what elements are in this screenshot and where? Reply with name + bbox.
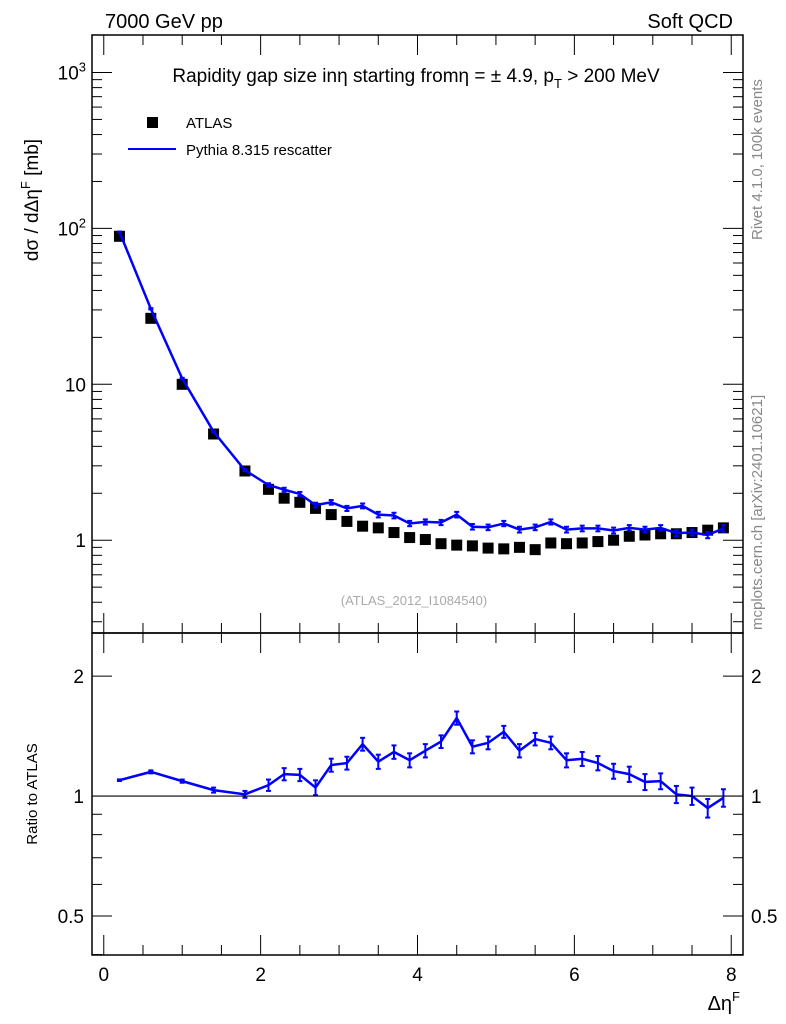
atlas-data-point [388,527,400,539]
pythia-line [118,231,724,537]
atlas-data-point [341,515,353,527]
atlas-data-point [113,230,125,242]
atlas-data-point [513,541,525,553]
legend-atlas-marker [147,117,158,128]
ratio-y-tick-label-right: 0.5 [751,907,777,928]
atlas-data-point [262,483,274,495]
x-tick-label: 2 [255,965,266,986]
atlas-data-point [482,542,494,554]
atlas-data-point [145,312,157,324]
rivet-version-label: Rivet 4.1.0, 100k events [749,79,766,240]
atlas-data-point [592,536,604,548]
atlas-data-point [419,534,431,546]
x-tick-label: 0 [98,965,109,986]
mcplots-label: mcplots.cern.ch [arXiv:2401.10621] [749,395,766,630]
ratio-y-tick-label: 1 [73,787,84,808]
ratio-line [119,715,725,810]
main-y-axis-label: dσ / dΔηF [mb] [18,139,43,261]
atlas-data-point [608,534,620,546]
legend: ATLAS Pythia 8.315 rescatter [128,115,332,159]
atlas-data-point [294,496,306,508]
ratio-plot-frame [91,632,744,956]
analysis-watermark: (ATLAS_2012_I1084540) [341,593,487,608]
x-tick-label: 8 [726,965,737,986]
atlas-data-point [372,522,384,534]
main-y-tick-label: 1 [75,531,86,552]
ratio-y-axis-label: Ratio to ATLAS [24,743,41,844]
main-y-tick-label: 103 [58,60,86,85]
main-y-tick-label: 10 [65,375,86,396]
atlas-data-point [576,537,588,549]
x-axis-label: ΔηF [708,989,740,1015]
atlas-data-point [623,530,635,542]
atlas-data-point [404,532,416,544]
main-y-tick-label: 102 [58,215,86,240]
atlas-data-point [639,529,651,541]
atlas-data-point [529,544,541,556]
ratio-y-tick-label-right: 2 [751,667,762,688]
atlas-data-point [278,492,290,504]
atlas-data-point [702,524,714,536]
atlas-data-point [435,538,447,550]
header-left: 7000 GeV pp [105,11,223,33]
atlas-data-point [176,378,188,390]
ratio-y-tick-label-right: 1 [751,787,762,808]
atlas-data-point [208,428,220,440]
atlas-data-point [655,528,667,540]
x-tick-label: 4 [412,965,423,986]
atlas-data-point [561,538,573,550]
x-tick-label: 6 [569,965,580,986]
atlas-data-point [545,537,557,549]
atlas-data-point [451,539,463,551]
legend-pythia-label: Pythia 8.315 rescatter [186,142,332,159]
atlas-data-point [325,509,337,521]
atlas-data-point [498,543,510,555]
header-right: Soft QCD [647,11,733,33]
atlas-data-point [357,520,369,532]
ratio-y-tick-label: 0.5 [58,907,84,928]
legend-atlas-label: ATLAS [186,115,232,132]
ratio-y-tick-label: 2 [73,667,84,688]
atlas-data-point [466,540,478,552]
plot-title: Rapidity gap size inη starting fromη = ±… [172,66,660,91]
